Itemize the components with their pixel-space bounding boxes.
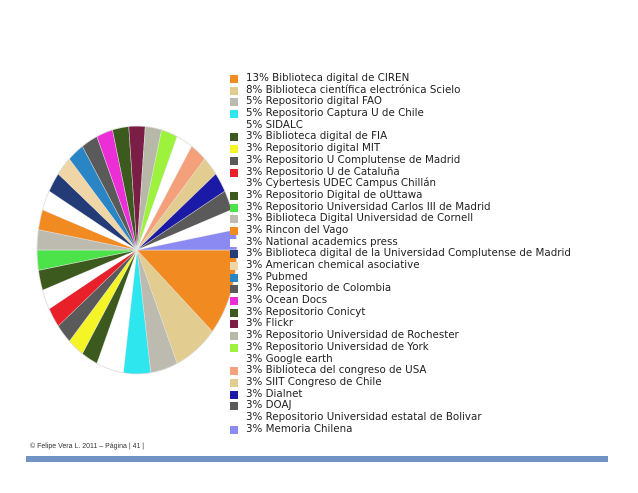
legend-item: 3% SIIT Congreso de Chile <box>230 375 630 389</box>
legend-item: 3% Biblioteca digital de la Universidad … <box>230 247 630 260</box>
legend-swatch <box>230 191 238 200</box>
legend-swatch <box>230 378 238 387</box>
legend-swatch <box>230 332 238 341</box>
legend-item: 3% Repositorio digital MIT <box>230 142 630 155</box>
legend-swatch <box>230 390 238 399</box>
legend-swatch <box>230 226 238 235</box>
legend-item: 8% Biblioteca científica electrónica Sci… <box>230 83 630 97</box>
legend-swatch <box>230 203 238 212</box>
legend-label: 3% Google earth <box>246 352 333 365</box>
legend-label: 3% Memoria Chilena <box>246 422 353 435</box>
legend-label: 3% Biblioteca digital de FIA <box>246 130 388 143</box>
legend-label: 13% Biblioteca digital de CIREN <box>246 72 410 84</box>
legend-label: 3% Rincon del Vago <box>246 223 349 236</box>
legend-swatch <box>230 98 238 107</box>
legend-label: 3% Repositorio U de Cataluña <box>246 165 400 178</box>
legend-item: 3% Repositorio Universidad estatal de Bo… <box>230 410 630 424</box>
legend-item: 5% Repositorio Captura U de Chile <box>230 107 630 120</box>
legend-label: 3% Repositorio Universidad de Rochester <box>246 329 459 342</box>
pie-slices <box>36 125 238 375</box>
footer-bar <box>26 456 608 462</box>
legend-item: 3% Repositorio U Complutense de Madrid <box>230 153 630 167</box>
legend-label: 3% Pubmed <box>246 270 308 283</box>
legend-swatch <box>230 297 238 306</box>
legend-swatch <box>230 355 238 364</box>
legend-item: 13% Biblioteca digital de CIREN <box>230 72 630 85</box>
legend-label: 3% Repositorio Digital de oUttawa <box>246 188 423 201</box>
legend-swatch <box>230 343 238 352</box>
legend-swatch <box>230 215 238 224</box>
legend-item: 3% DOAJ <box>230 399 630 412</box>
legend-label: 3% Flickr <box>246 317 294 330</box>
legend-item: 3% National academics press <box>230 235 630 249</box>
legend-swatch <box>230 121 238 130</box>
legend-label: 5% Repositorio digital FAO <box>246 95 382 108</box>
legend-item: 3% Biblioteca Digital Universidad de Cor… <box>230 212 630 225</box>
legend-swatch <box>230 238 238 247</box>
legend-swatch <box>230 367 238 376</box>
legend-item: 3% Biblioteca digital de FIA <box>230 131 630 143</box>
legend-label: 8% Biblioteca científica electrónica Sci… <box>246 83 461 96</box>
legend-label: 3% Dialnet <box>246 387 303 400</box>
legend-item: 5% SIDALC <box>230 118 630 132</box>
legend-label: 3% National academics press <box>246 235 398 248</box>
legend-label: 5% Repositorio Captura U de Chile <box>246 107 424 120</box>
legend-label: 3% Cybertesis UDEC Campus Chillán <box>246 177 437 190</box>
legend-label: 3% Repositorio Universidad Carlos III de… <box>246 200 491 213</box>
legend-swatch <box>230 402 238 411</box>
legend-item: 3% Cybertesis UDEC Campus Chillán <box>230 177 630 190</box>
legend-item: 3% Rincon del Vago <box>230 223 630 237</box>
legend-item: 3% Repositorio Conicyt <box>230 305 630 319</box>
legend-item: 3% Ocean Docs <box>230 294 630 307</box>
legend-item: 3% American chemical asociative <box>230 259 630 272</box>
legend-swatch <box>230 180 238 189</box>
legend-item: 3% Repositorio Universidad Carlos III de… <box>230 200 630 214</box>
legend-swatch <box>230 86 238 95</box>
legend-swatch <box>230 413 238 422</box>
legend-item: 3% Pubmed <box>230 270 630 284</box>
legend-swatch <box>230 250 238 259</box>
legend-item: 3% Biblioteca del congreso de USA <box>230 364 630 377</box>
legend-label: 3% Repositorio U Complutense de Madrid <box>246 153 461 166</box>
legend-label: 3% Repositorio Universidad de York <box>246 340 429 353</box>
legend-item: 3% Repositorio Universidad de York <box>230 340 630 354</box>
legend-label: 3% Repositorio Conicyt <box>246 305 366 318</box>
legend-swatch <box>230 156 238 165</box>
legend-label: 3% SIIT Congreso de Chile <box>246 375 382 388</box>
legend-swatch <box>230 262 238 270</box>
legend-item: 3% Google earth <box>230 352 630 366</box>
legend-item: 5% Repositorio digital FAO <box>230 96 630 108</box>
legend-swatch <box>230 75 238 83</box>
legend-item: 3% Dialnet <box>230 387 630 401</box>
legend-item: 3% Repositorio Universidad de Rochester <box>230 329 630 342</box>
legend-swatch <box>230 133 238 142</box>
legend-swatch <box>230 285 238 294</box>
legend-label: 3% Biblioteca digital de la Universidad … <box>246 247 571 260</box>
legend-label: 3% DOAJ <box>246 399 292 412</box>
legend-swatch <box>230 320 238 329</box>
legend-label: 5% SIDALC <box>246 118 303 131</box>
legend-swatch <box>230 308 238 317</box>
legend-swatch <box>230 273 238 282</box>
legend-swatch <box>230 168 238 177</box>
legend-label: 3% Ocean Docs <box>246 294 328 307</box>
legend-swatch <box>230 145 238 154</box>
legend-swatch <box>230 110 238 119</box>
legend-item: 3% Memoria Chilena <box>230 422 630 436</box>
footer-text: © Felipe Vera L. 2011 – Página | 41 | <box>30 443 145 450</box>
legend-swatch <box>230 425 238 434</box>
legend-item: 3% Repositorio Digital de oUttawa <box>230 188 630 202</box>
legend-label: 3% Repositorio Universidad estatal de Bo… <box>246 410 482 423</box>
legend-item: 3% Repositorio U de Cataluña <box>230 165 630 179</box>
legend-label: 3% Repositorio digital MIT <box>246 142 381 155</box>
legend-label: 3% American chemical asociative <box>246 259 420 271</box>
legend-label: 3% Biblioteca del congreso de USA <box>246 364 427 377</box>
pie-chart <box>36 125 238 375</box>
legend-label: 3% Repositorio de Colombia <box>246 282 392 295</box>
legend-item: 3% Repositorio de Colombia <box>230 283 630 295</box>
legend: 13% Biblioteca digital de CIREN 8% Biblio… <box>230 72 630 436</box>
pie-outline <box>36 125 238 375</box>
legend-item: 3% Flickr <box>230 318 630 330</box>
legend-label: 3% Biblioteca Digital Universidad de Cor… <box>246 212 474 225</box>
